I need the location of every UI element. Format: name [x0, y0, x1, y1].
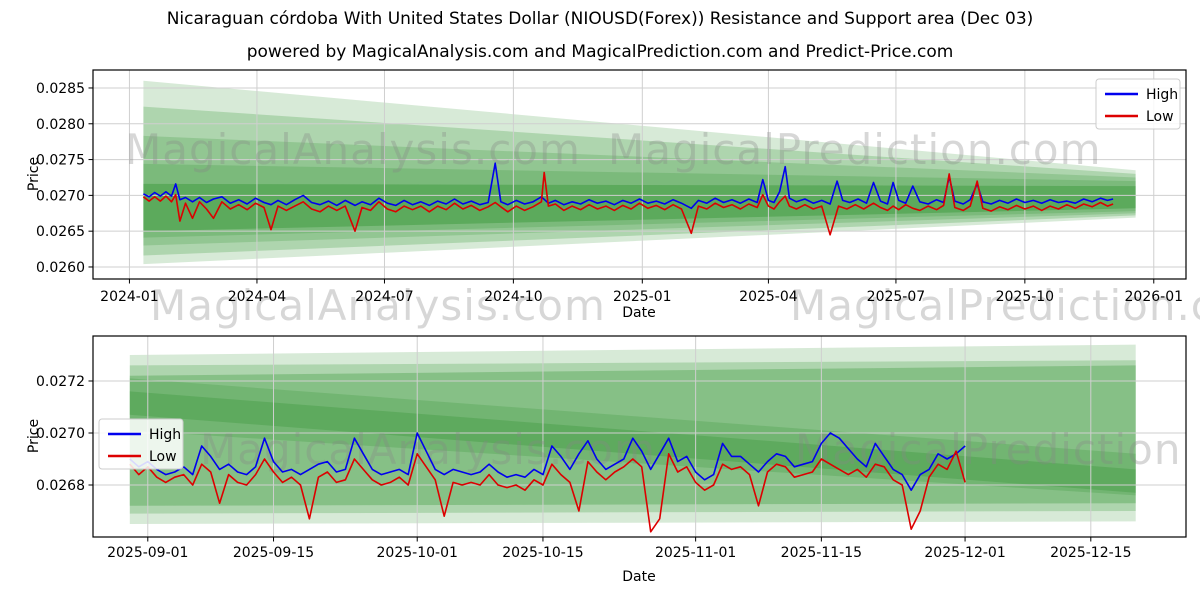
watermark-text: MagicalAnalysis.com — [200, 425, 656, 474]
watermark-text: MagicalAnalysis.com — [150, 281, 606, 330]
legend-low-label: Low — [149, 449, 177, 465]
axes-border — [92, 335, 1187, 538]
x-tick-label: 2024-04 — [228, 289, 287, 305]
low-line — [142, 171, 1114, 236]
x-tick-label: 2024-07 — [355, 289, 414, 305]
legend: High Low — [1095, 78, 1181, 130]
y-tick-label: 0.0270 — [36, 188, 85, 204]
support-resistance-band — [129, 344, 1136, 524]
y-tick-label: 0.0268 — [36, 478, 85, 494]
watermark-text: MagicalPrediction.com — [608, 125, 1102, 174]
watermark-text: MagicalAnalysis.com — [125, 125, 581, 174]
legend-high-label: High — [149, 427, 181, 443]
support-resistance-band — [143, 80, 1136, 265]
y-tick-label: 0.0275 — [36, 153, 85, 169]
x-tick-label: 2026-01 — [1125, 289, 1184, 305]
legend-high-label: High — [1146, 87, 1178, 103]
x-tick-label: 2025-12-15 — [1050, 545, 1131, 561]
y-tick-label: 0.0260 — [36, 260, 85, 276]
legend: High Low — [98, 418, 184, 470]
support-resistance-band — [143, 163, 1136, 238]
y-tick-label: 0.0285 — [36, 81, 85, 97]
x-tick-label: 2025-10-15 — [502, 545, 583, 561]
x-tick-label: 2025-01 — [613, 289, 672, 305]
axes-border — [92, 69, 1187, 280]
support-resistance-band — [143, 135, 1136, 246]
x-tick-label: 2024-10 — [484, 289, 543, 305]
x-tick-label: 2025-09-15 — [233, 545, 314, 561]
y-axis-label: Price — [26, 157, 42, 191]
x-tick-label: 2025-09-01 — [107, 545, 188, 561]
x-tick-label: 2025-07 — [867, 289, 926, 305]
watermark-text: MagicalPrediction.com — [790, 281, 1200, 330]
y-tick-label: 0.0270 — [36, 426, 85, 442]
y-tick-label: 0.0272 — [36, 374, 85, 390]
x-axis-label: Date — [622, 305, 655, 321]
support-resistance-band — [129, 365, 1136, 506]
low-line — [129, 450, 966, 533]
x-tick-label: 2025-10-01 — [377, 545, 458, 561]
top-chart-panel: MagicalAnalysis.com MagicalPrediction.com… — [26, 69, 1200, 330]
page-subtitle: powered by MagicalAnalysis.com and Magic… — [246, 42, 954, 62]
x-tick-label: 2025-10 — [996, 289, 1055, 305]
x-tick-label: 2025-12-01 — [924, 545, 1005, 561]
support-resistance-band — [143, 106, 1136, 256]
x-tick-label: 2025-04 — [739, 289, 798, 305]
x-tick-label: 2024-01 — [100, 289, 159, 305]
watermark-text: MagicalPrediction.com — [795, 425, 1200, 474]
high-line — [129, 432, 966, 492]
y-axis-label: Price — [26, 419, 42, 453]
y-tick-label: 0.0265 — [36, 224, 85, 240]
legend-low-label: Low — [1146, 109, 1174, 125]
x-axis-label: Date — [622, 569, 655, 585]
x-tick-label: 2025-11-15 — [781, 545, 862, 561]
page-title: Nicaraguan córdoba With United States Do… — [166, 9, 1034, 29]
bottom-chart-panel: MagicalAnalysis.com MagicalPrediction.com… — [26, 335, 1200, 585]
y-tick-label: 0.0280 — [36, 117, 85, 133]
x-tick-label: 2025-11-01 — [655, 545, 736, 561]
